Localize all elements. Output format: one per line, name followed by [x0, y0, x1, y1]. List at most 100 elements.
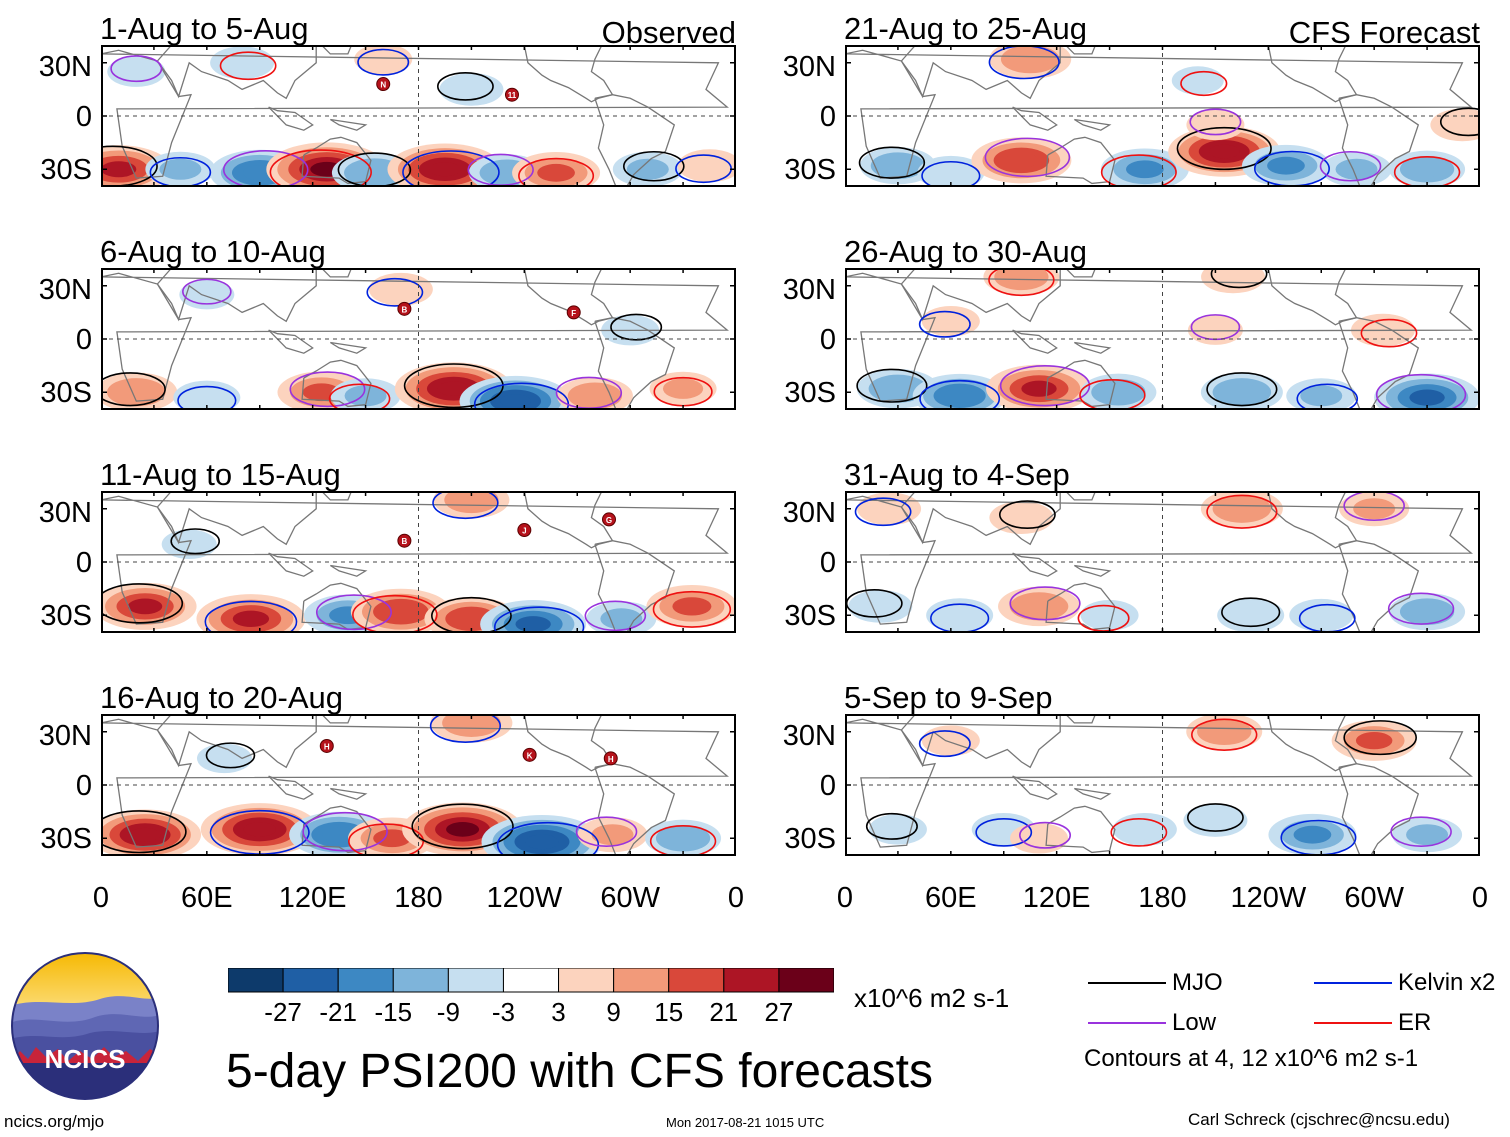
storm-marker: K	[522, 747, 537, 762]
lat-tick-label: 0	[75, 324, 92, 356]
wave-contour	[1393, 156, 1461, 187]
colorbar-segment	[668, 968, 725, 993]
svg-text:J: J	[522, 527, 526, 536]
anomaly-shade	[869, 498, 909, 519]
wave-contour	[1019, 821, 1072, 849]
svg-text:N: N	[380, 81, 386, 90]
chart-title: 5-day PSI200 with CFS forecasts	[226, 1045, 933, 1098]
wave-contour	[204, 600, 298, 633]
wave-contour	[302, 811, 388, 852]
anomaly-shade	[1355, 731, 1393, 750]
storm-marker: B	[397, 533, 412, 548]
anomaly-shade	[591, 824, 634, 846]
anomaly-shade	[930, 162, 971, 183]
wave-contour	[1390, 816, 1452, 847]
anomaly-shade	[453, 714, 489, 732]
coastline	[301, 136, 372, 185]
colorbar-tick-label: -21	[319, 997, 357, 1027]
storm-marker: G	[602, 512, 616, 527]
anomaly-shade	[880, 380, 916, 398]
wave-contour	[1009, 586, 1081, 621]
coastline	[268, 106, 314, 131]
anomaly-shade	[939, 605, 980, 626]
coastline	[329, 787, 368, 800]
svg-text:F: F	[571, 309, 576, 318]
coastline	[1338, 317, 1420, 410]
wave-contour	[1176, 126, 1272, 171]
anomaly-shade	[881, 157, 915, 174]
anomaly-shade	[1102, 384, 1135, 401]
anomaly-shade	[1409, 389, 1445, 406]
wave-contour	[1375, 373, 1467, 410]
anomaly-shade	[232, 610, 270, 628]
coastline	[268, 775, 314, 800]
lon-tick-label: 120W	[1230, 882, 1307, 914]
coastline	[1045, 805, 1116, 854]
coastline	[321, 45, 353, 55]
wave-contour	[988, 268, 1055, 297]
wave-contour	[493, 606, 585, 633]
map-panel	[845, 491, 1480, 633]
colorbar-segment	[282, 968, 339, 993]
anomaly-shade	[1224, 500, 1260, 518]
anomaly-shade	[500, 394, 531, 408]
lat-tick-label: 30S	[784, 823, 836, 855]
wave-contour	[170, 528, 220, 555]
colorbar-tick-label: -27	[264, 997, 302, 1027]
map-panel: H K H	[101, 714, 736, 856]
storm-marker: H	[603, 751, 618, 766]
coastline	[301, 359, 372, 408]
anomaly-shade	[1410, 161, 1444, 178]
lon-tick-label: 60E	[181, 882, 233, 914]
colorbar-segment	[502, 968, 560, 993]
panel-title: 11-Aug to 15-Aug	[100, 457, 341, 492]
wave-contour	[975, 817, 1033, 847]
wave-contour	[649, 825, 717, 856]
wave-contour	[402, 150, 500, 187]
coastline	[156, 714, 317, 769]
coastline	[1012, 106, 1058, 131]
panel-title: 5-Sep to 9-Sep	[844, 680, 1053, 715]
coastline	[329, 341, 368, 354]
lat-tick-label: 30N	[782, 720, 836, 752]
wave-contour	[1100, 154, 1177, 187]
lat-tick-label: 30N	[38, 720, 92, 752]
wave-contour	[431, 596, 512, 633]
colorbar-segment	[723, 968, 780, 993]
coastline	[321, 268, 353, 278]
wave-contour	[315, 594, 392, 631]
coastline	[1045, 136, 1116, 185]
map-panel	[845, 45, 1480, 187]
legend-line	[1314, 1022, 1392, 1024]
anomaly-shade	[1224, 383, 1260, 401]
wave-contour	[219, 51, 277, 81]
wave-contour	[429, 714, 502, 743]
anomaly-shade	[1012, 50, 1048, 68]
anomaly-shade	[322, 827, 356, 843]
anomaly-shade	[666, 830, 700, 847]
lat-tick-label: 0	[75, 101, 92, 133]
anomaly-shade	[1335, 158, 1378, 180]
anomaly-shade	[1004, 152, 1039, 169]
anomaly-shade	[129, 827, 161, 842]
lat-tick-label: 30N	[38, 497, 92, 529]
lon-tick-label: 0	[727, 882, 745, 914]
wave-contour	[1180, 70, 1228, 97]
anomaly-shade	[1092, 606, 1127, 625]
wave-contour	[182, 278, 232, 305]
colorbar-units: x10^6 m2 s-1	[854, 983, 1010, 1013]
anomaly-shade	[159, 158, 202, 180]
wave-contour	[1079, 379, 1146, 410]
storm-marker: H	[319, 738, 334, 753]
coastline	[900, 714, 1061, 769]
anomaly-shade	[384, 604, 418, 620]
coastline	[329, 564, 368, 577]
colorbar-tick-label: -3	[491, 997, 516, 1027]
footer-timestamp: Mon 2017-08-21 1015 UTC	[666, 1115, 825, 1130]
lat-tick-label: 30N	[782, 274, 836, 306]
wave-contour	[222, 150, 309, 187]
wave-contour	[518, 157, 595, 187]
anomaly-shade	[626, 158, 669, 180]
coastline	[1073, 118, 1112, 131]
wave-contour	[1319, 150, 1382, 182]
